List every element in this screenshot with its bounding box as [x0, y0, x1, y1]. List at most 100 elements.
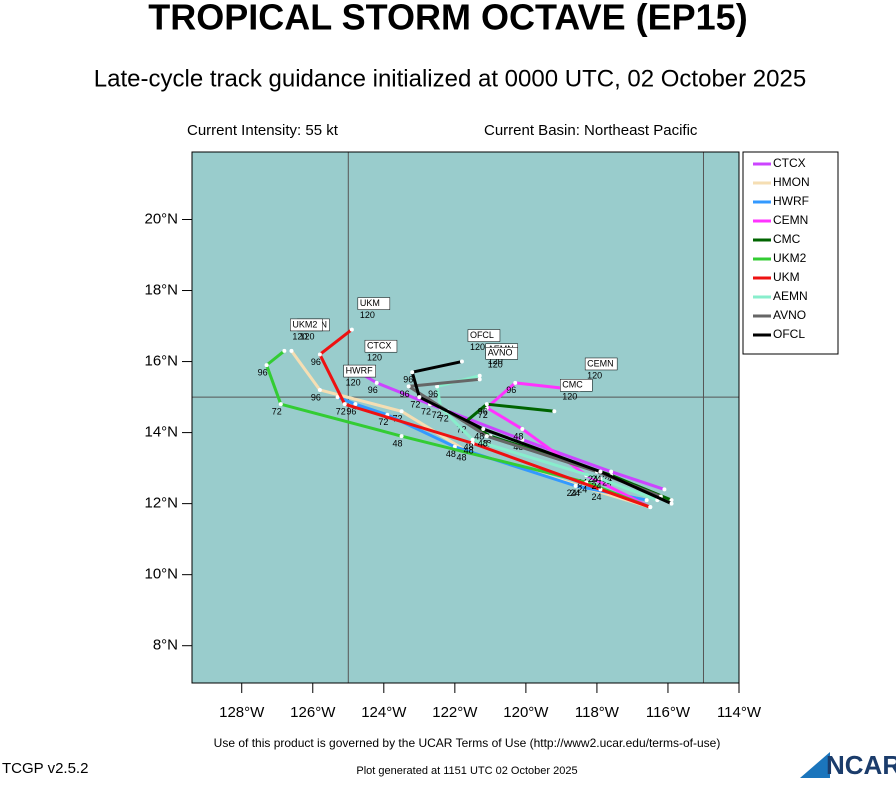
legend-label: OFCL [773, 327, 805, 341]
legend-label: UKM2 [773, 251, 807, 265]
hour-label: 24 [591, 481, 601, 491]
track-point [484, 402, 489, 407]
track-point [644, 498, 649, 503]
x-tick-label: 128°W [219, 704, 265, 721]
hour-label: 96 [346, 407, 356, 417]
logo: NCAR [826, 750, 896, 780]
generated: Plot generated at 1151 UTC 02 October 20… [356, 765, 577, 777]
legend-box [742, 151, 839, 355]
hour-label: 120 [470, 342, 485, 352]
track-point [459, 359, 464, 364]
track-point [435, 384, 440, 389]
y-tick-label: 16°N [144, 353, 178, 370]
track-name: CTCX [367, 341, 392, 351]
x-tick-label: 122°W [432, 704, 478, 721]
hour-label: 120 [346, 377, 361, 387]
track-point [552, 409, 557, 414]
label-box [584, 357, 618, 371]
hour-label: 96 [311, 392, 321, 402]
hour-label: 48 [393, 439, 403, 449]
hour-label: 96 [403, 375, 413, 385]
hour-label: 96 [258, 367, 268, 377]
track-point [399, 434, 404, 439]
track-point [399, 409, 404, 414]
hour-label: 24 [591, 474, 601, 484]
track-line [358, 370, 665, 491]
track-point [317, 387, 322, 392]
hour-label: 120 [488, 360, 503, 370]
hour-label: 120 [299, 331, 314, 341]
track-point [662, 487, 667, 492]
legend-label: AEMN [773, 289, 808, 303]
hour-label: 120 [587, 370, 602, 380]
track-point [374, 380, 379, 385]
track-name: OFCL [470, 330, 494, 340]
hour-label: 24 [570, 488, 580, 498]
track-point [598, 469, 603, 474]
track-point [669, 498, 674, 503]
track-point [573, 483, 578, 488]
hour-label: 72 [478, 410, 488, 420]
track-point [342, 402, 347, 407]
hour-label: 96 [368, 385, 378, 395]
hour-label: 24 [567, 488, 577, 498]
legend-label: CMC [773, 232, 801, 246]
hour-label: 72 [439, 414, 449, 424]
footer: Use of this product is governed by the U… [214, 736, 721, 750]
hour-label: 24 [577, 485, 587, 495]
chart-subtitle: Late-cycle track guidance initialized at… [94, 65, 806, 92]
legend-label: CTCX [773, 156, 806, 170]
track-point [349, 327, 354, 332]
track-point [410, 370, 415, 375]
x-tick-label: 118°W [575, 704, 620, 721]
legend-label: AVNO [773, 308, 806, 322]
chart-title: TROPICAL STORM OCTAVE (EP15) [148, 0, 747, 38]
hour-label: 120 [367, 353, 382, 363]
hour-label: 72 [432, 410, 442, 420]
track-point [470, 441, 475, 446]
hour-label: 120 [292, 331, 307, 341]
hour-label: 24 [602, 474, 612, 484]
label-box [560, 379, 593, 392]
track-name: UKM [360, 298, 380, 308]
y-tick-label: 10°N [144, 566, 178, 583]
track-point [520, 437, 525, 442]
hour-label: 48 [464, 446, 474, 456]
x-tick-label: 126°W [290, 704, 336, 721]
x-tick-label: 124°W [361, 704, 407, 721]
track-point [477, 373, 482, 378]
track-name: AVNO [488, 348, 513, 358]
x-tick-label: 114°W [717, 704, 762, 721]
legend-label: HMON [773, 175, 810, 189]
y-tick-label: 12°N [144, 495, 178, 512]
label-box [357, 297, 391, 310]
hour-label: 48 [464, 442, 474, 452]
track-point [282, 348, 287, 353]
track-line [435, 374, 658, 502]
track-point [520, 427, 525, 432]
track-point [484, 434, 489, 439]
track-point [470, 437, 475, 442]
hour-label: 72 [272, 407, 282, 417]
hour-label: 24 [588, 474, 598, 484]
hour-label: 48 [478, 439, 488, 449]
label-box [467, 329, 501, 342]
hour-label: 120 [488, 356, 503, 366]
hour-label: 48 [513, 431, 523, 441]
hour-label: 72 [378, 417, 388, 427]
hour-label: 48 [446, 449, 456, 459]
track-point [669, 501, 674, 506]
track-point [406, 384, 411, 389]
hour-label: 96 [478, 407, 488, 417]
y-tick-label: 8°N [153, 637, 178, 654]
track-point [353, 402, 358, 407]
track-point [609, 469, 614, 474]
track-point [598, 487, 603, 492]
track-line [265, 349, 651, 509]
y-tick-label: 18°N [144, 281, 178, 298]
track-line [485, 381, 651, 509]
hour-label: 72 [421, 407, 431, 417]
label-box [343, 364, 376, 378]
hour-label: 96 [400, 389, 410, 399]
hour-label: 24 [591, 492, 601, 502]
